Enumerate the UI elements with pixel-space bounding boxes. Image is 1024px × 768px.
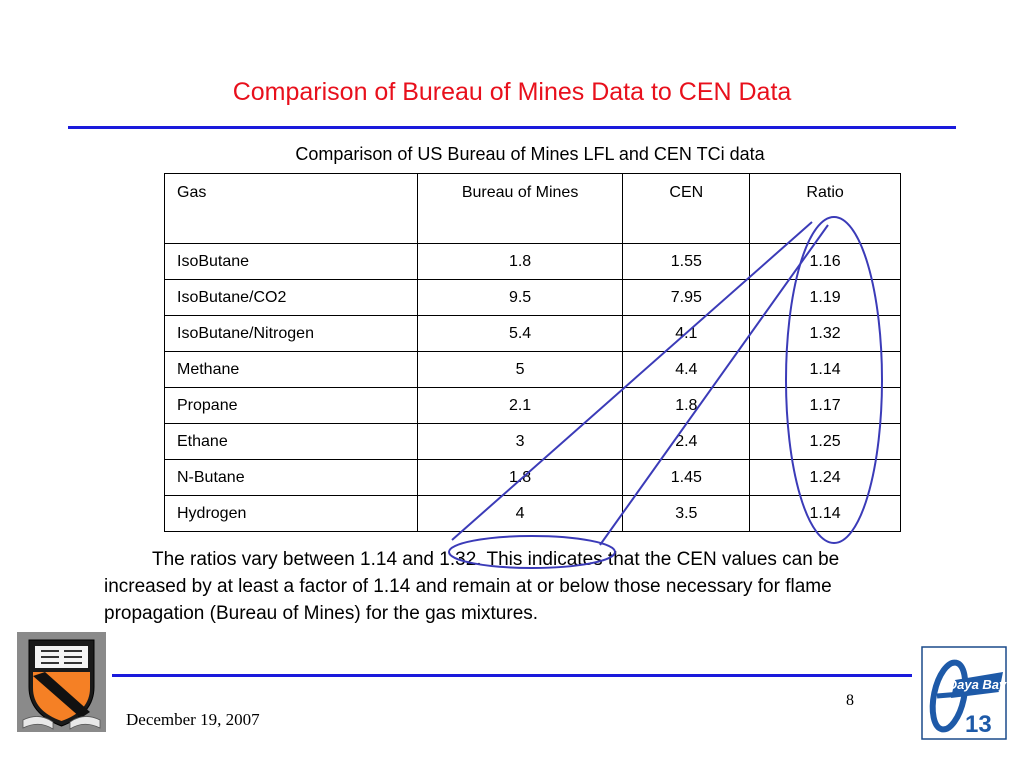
cell-ratio: 1.14 <box>749 495 901 532</box>
cell-gas: Hydrogen <box>164 495 418 532</box>
cell-bureau-of-mines: 3 <box>416 423 624 460</box>
comparison-table: Gas Bureau of Mines CEN Ratio IsoButane … <box>164 173 901 532</box>
cell-bureau-of-mines: 1.8 <box>416 459 624 496</box>
cell-gas: IsoButane/Nitrogen <box>164 315 418 352</box>
cell-bureau-of-mines: 5 <box>416 351 624 388</box>
cell-ratio: 1.17 <box>749 387 901 424</box>
cell-ratio: 1.14 <box>749 351 901 388</box>
cell-ratio: 1.19 <box>749 279 901 316</box>
cell-gas: IsoButane/CO2 <box>164 279 418 316</box>
cell-ratio: 1.16 <box>749 243 901 280</box>
cell-cen: 3.5 <box>622 495 751 532</box>
cell-ratio: 1.24 <box>749 459 901 496</box>
cell-cen: 2.4 <box>622 423 751 460</box>
footer-divider <box>112 674 912 677</box>
table-row: Hydrogen 4 3.5 1.14 <box>164 495 901 532</box>
cell-bureau-of-mines: 4 <box>416 495 624 532</box>
page-number: 8 <box>846 692 854 709</box>
title-divider <box>68 126 956 129</box>
header-gas: Gas <box>164 173 418 244</box>
cell-cen: 4.1 <box>622 315 751 352</box>
footer-date: December 19, 2007 <box>126 710 260 729</box>
logo-text: Daya Bay <box>948 677 1007 692</box>
cell-gas: N-Butane <box>164 459 418 496</box>
cell-bureau-of-mines: 2.1 <box>416 387 624 424</box>
table-caption: Comparison of US Bureau of Mines LFL and… <box>295 144 765 164</box>
header-cen: CEN <box>622 173 751 244</box>
cell-bureau-of-mines: 5.4 <box>416 315 624 352</box>
table-row: N-Butane 1.8 1.45 1.24 <box>164 459 901 496</box>
cell-bureau-of-mines: 9.5 <box>416 279 624 316</box>
cell-cen: 1.8 <box>622 387 751 424</box>
cell-ratio: 1.25 <box>749 423 901 460</box>
cell-gas: Propane <box>164 387 418 424</box>
cell-ratio: 1.32 <box>749 315 901 352</box>
conclusion-paragraph: The ratios vary between 1.14 and 1.32. T… <box>104 549 840 624</box>
cell-cen: 4.4 <box>622 351 751 388</box>
slide-title: Comparison of Bureau of Mines Data to CE… <box>232 78 792 106</box>
header-ratio: Ratio <box>749 173 901 244</box>
table-row: IsoButane/Nitrogen 5.4 4.1 1.32 <box>164 315 901 352</box>
princeton-crest-icon <box>17 632 106 732</box>
cell-cen: 1.45 <box>622 459 751 496</box>
header-bureau-of-mines: Bureau of Mines <box>416 173 624 244</box>
cell-bureau-of-mines: 1.8 <box>416 243 624 280</box>
daya-bay-logo-icon: Daya Bay 13 <box>921 646 1007 740</box>
table-row: Methane 5 4.4 1.14 <box>164 351 901 388</box>
table-row: IsoButane/CO2 9.5 7.95 1.19 <box>164 279 901 316</box>
table-header-row: Gas Bureau of Mines CEN Ratio <box>164 173 901 244</box>
logo-number: 13 <box>965 711 992 738</box>
cell-gas: Ethane <box>164 423 418 460</box>
table-row: Ethane 3 2.4 1.25 <box>164 423 901 460</box>
table-row: IsoButane 1.8 1.55 1.16 <box>164 243 901 280</box>
cell-cen: 7.95 <box>622 279 751 316</box>
cell-cen: 1.55 <box>622 243 751 280</box>
table-row: Propane 2.1 1.8 1.17 <box>164 387 901 424</box>
cell-gas: Methane <box>164 351 418 388</box>
cell-gas: IsoButane <box>164 243 418 280</box>
